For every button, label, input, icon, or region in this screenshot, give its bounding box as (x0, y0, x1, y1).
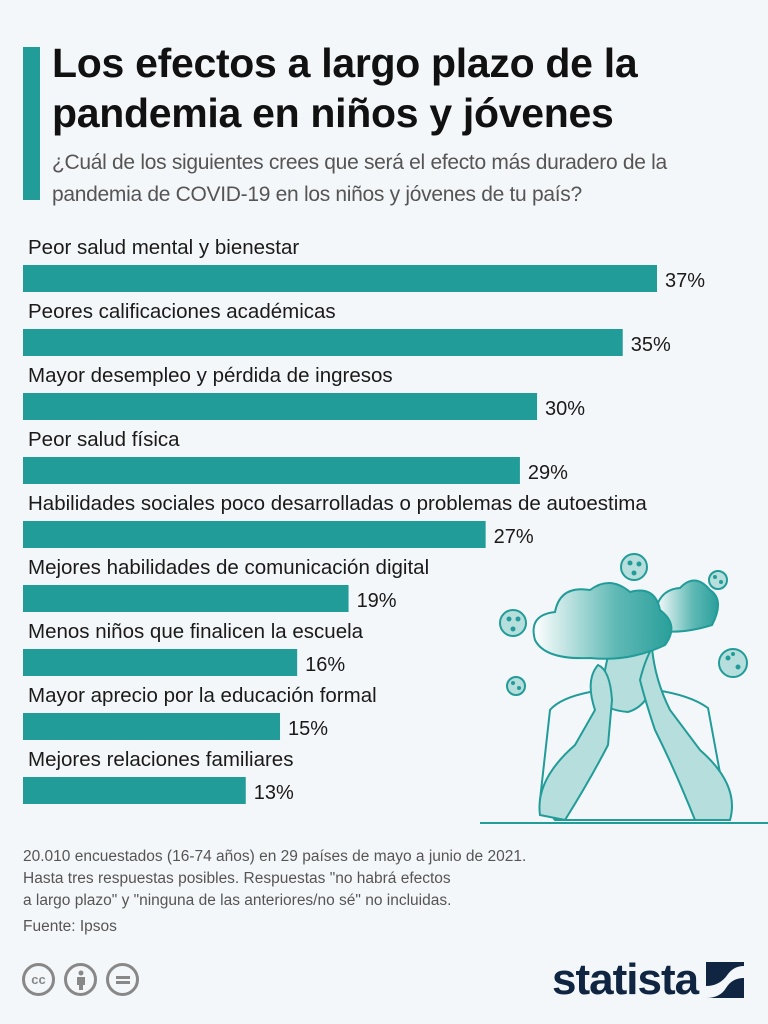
brand-name: statista (552, 955, 699, 1004)
category-label: Mejores relaciones familiares (28, 748, 293, 771)
value-label: 37% (665, 270, 705, 292)
footnote-line: 20.010 encuestados (16-74 años) en 29 pa… (23, 848, 527, 865)
attribution-icon[interactable] (64, 963, 97, 996)
category-label: Mejores habilidades de comunicación digi… (28, 556, 429, 579)
category-label: Peor salud mental y bienestar (28, 236, 299, 259)
cc-icon[interactable]: cc (22, 963, 55, 996)
value-label: 30% (545, 398, 585, 420)
category-label: Habilidades sociales poco desarrolladas … (28, 492, 647, 515)
category-label: Menos niños que finalicen la escuela (28, 620, 364, 643)
bar (23, 713, 281, 740)
bar (23, 265, 657, 292)
bar (23, 329, 623, 356)
chart-subtitle: ¿Cuál de los siguientes crees que será e… (52, 151, 667, 206)
value-label: 19% (357, 590, 397, 612)
value-label: 15% (288, 718, 328, 740)
value-label: 16% (305, 654, 345, 676)
category-label: Mayor aprecio por la educación formal (28, 684, 377, 707)
source-text: Fuente: Ipsos (23, 918, 117, 935)
chart-footnote: 20.010 encuestados (16-74 años) en 29 pa… (23, 846, 526, 938)
category-label: Peores calificaciones académicas (28, 300, 336, 323)
value-label: 13% (254, 782, 294, 804)
bar (23, 649, 298, 676)
page-title: Los efectos a largo plazo de la pandemia… (52, 40, 638, 136)
category-label: Peor salud física (28, 428, 180, 451)
license-icons: cc (22, 963, 139, 996)
footnote-line: a largo plazo" y "ninguna de las anterio… (23, 892, 452, 909)
no-derivatives-icon[interactable] (106, 963, 139, 996)
value-label: 27% (494, 526, 534, 548)
bar (23, 457, 520, 484)
statista-logo[interactable]: statista (552, 955, 745, 1005)
bar (23, 585, 349, 612)
value-label: 35% (631, 334, 671, 356)
value-label: 29% (528, 462, 568, 484)
worried-person-illustration (480, 553, 768, 824)
bar (23, 521, 486, 548)
category-label: Mayor desempleo y pérdida de ingresos (28, 364, 393, 387)
statista-logo-icon (706, 962, 745, 998)
footnote-line: Hasta tres respuestas posibles. Respuest… (23, 870, 451, 887)
bar (23, 393, 538, 420)
title-accent-bar (23, 47, 40, 200)
bar (23, 777, 246, 804)
bar-chart: Peor salud mental y bienestar 37% Peores c… (23, 236, 705, 804)
